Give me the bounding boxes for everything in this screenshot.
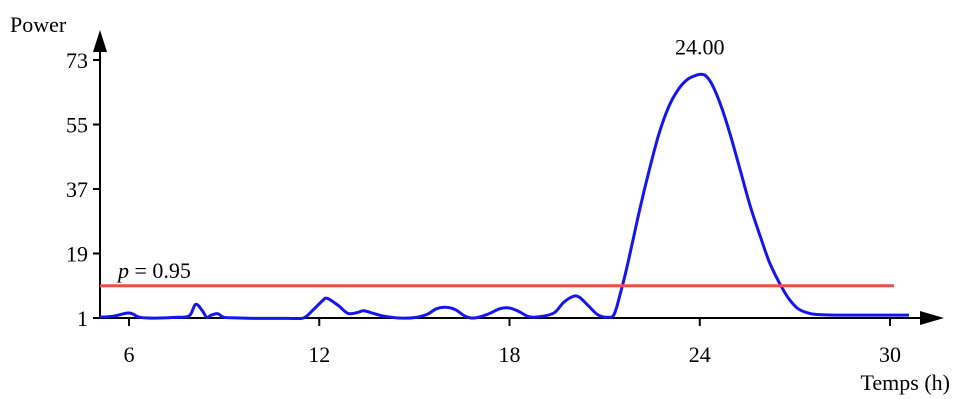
x-tick-label: 6 xyxy=(124,342,135,367)
series-group xyxy=(100,72,909,320)
y-axis-label: Power xyxy=(10,12,67,37)
y-tick-label: 37 xyxy=(66,177,88,202)
threshold-group: p = 0.95 xyxy=(100,258,894,288)
threshold-label: p = 0.95 xyxy=(116,258,191,283)
ticks: 1 19 37 55 73 6 12 18 24 30 xyxy=(66,48,901,367)
power-series-line xyxy=(100,72,909,320)
y-tick-label: 1 xyxy=(77,306,88,331)
x-axis-label: Temps (h) xyxy=(861,370,951,395)
x-axis-arrow xyxy=(920,311,944,325)
annotations-group: 24.00 xyxy=(675,34,725,59)
x-tick-label: 12 xyxy=(308,342,330,367)
x-tick-label: 18 xyxy=(499,342,521,367)
y-tick-label: 19 xyxy=(66,242,88,267)
y-axis-arrow xyxy=(93,30,107,52)
peak-annotation: 24.00 xyxy=(675,34,725,59)
x-tick-label: 30 xyxy=(879,342,901,367)
y-tick-label: 73 xyxy=(66,48,88,73)
y-tick-label: 55 xyxy=(66,113,88,138)
axes xyxy=(93,30,944,325)
x-tick-label: 24 xyxy=(689,342,711,367)
